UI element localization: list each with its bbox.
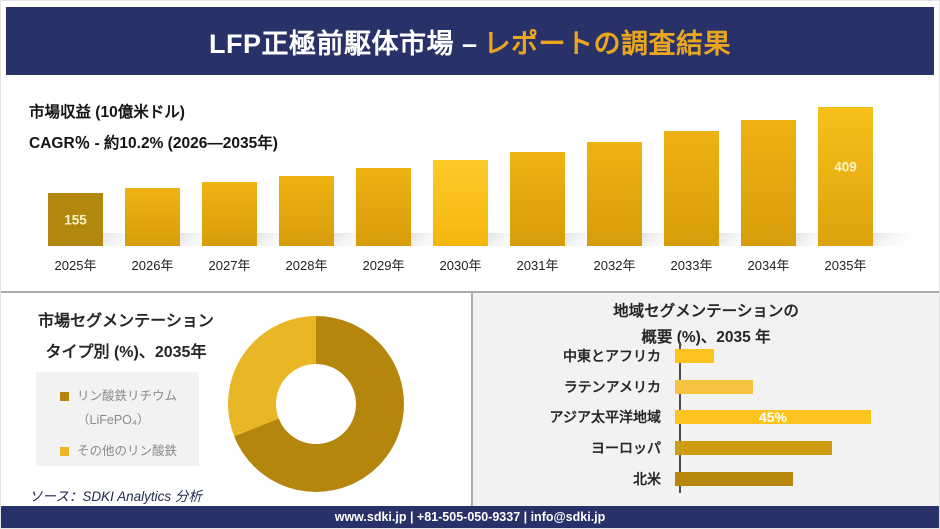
type-donut-chart bbox=[228, 316, 404, 492]
region-chart-title-line2: 概要 (%)、2035 年 bbox=[641, 329, 771, 346]
revenue-bar-column: 2033年 bbox=[653, 107, 730, 273]
legend-item: リン酸鉄リチウム （LiFePO₄） bbox=[60, 385, 193, 433]
region-row: 北米 bbox=[481, 463, 933, 494]
region-bar-track bbox=[675, 471, 933, 486]
title-banner: LFP正極前駆体市場 – レポートの調査結果 bbox=[6, 7, 934, 75]
region-chart-title: 地域セグメンテーションの 概要 (%)、2035 年 bbox=[473, 299, 939, 351]
legend-label: リン酸鉄リチウム （LiFePO₄） bbox=[77, 389, 178, 427]
legend-swatch bbox=[60, 446, 69, 456]
revenue-bar bbox=[433, 160, 488, 246]
revenue-bar bbox=[664, 131, 719, 246]
bar-year-label: 2031年 bbox=[516, 258, 559, 273]
vertical-divider bbox=[471, 291, 473, 506]
cagr-label: CAGR％ - 約10.2% (2026―2035年) bbox=[29, 135, 278, 152]
region-bar-track bbox=[675, 379, 933, 394]
bar-year-label: 2026年 bbox=[131, 258, 174, 273]
bar-year-label: 2030年 bbox=[439, 258, 482, 273]
revenue-bar-column: 2027年 bbox=[191, 107, 268, 273]
revenue-bar-column: 2034年 bbox=[730, 107, 807, 273]
type-chart-title: 市場セグメンテーション タイプ別 (%)、2035年 bbox=[19, 306, 233, 368]
region-bar bbox=[675, 471, 793, 486]
region-label: 中東とアフリカ bbox=[563, 348, 661, 365]
region-bar bbox=[675, 410, 871, 425]
revenue-bar-column: 409 2035年 bbox=[807, 107, 884, 273]
revenue-bar bbox=[510, 152, 565, 246]
bar-year-label: 2028年 bbox=[285, 258, 328, 273]
horizontal-divider bbox=[1, 291, 939, 293]
revenue-bar-column: 2030年 bbox=[422, 107, 499, 273]
page-title-accent: レポートの調査結果 bbox=[483, 28, 731, 59]
bar-year-label: 2034年 bbox=[747, 258, 790, 273]
revenue-bar: 409 bbox=[818, 107, 873, 246]
region-label: ヨーロッパ bbox=[591, 440, 661, 457]
region-bar-track bbox=[675, 441, 933, 456]
region-chart-title-line1: 地域セグメンテーションの bbox=[613, 303, 799, 320]
region-label: ラテンアメリカ bbox=[563, 378, 661, 395]
region-bar-track bbox=[675, 349, 933, 364]
revenue-bar bbox=[356, 168, 411, 246]
revenue-bar bbox=[741, 120, 796, 246]
revenue-bar-columns: 155 2025年 2026年 2027年 2028年 2029年 2030年 2031年 20… bbox=[37, 107, 884, 273]
region-row: ヨーロッパ bbox=[481, 433, 933, 464]
source-note: ソース：SDKI Analytics 分析 bbox=[29, 489, 202, 504]
revenue-bar-column: 2026年 bbox=[114, 107, 191, 273]
region-bar bbox=[675, 441, 832, 456]
revenue-bar bbox=[202, 182, 257, 246]
region-row: ラテンアメリカ bbox=[481, 372, 933, 403]
revenue-metric-label: 市場収益 (10億米ドル) bbox=[29, 104, 185, 121]
bar-year-label: 2029年 bbox=[362, 258, 405, 273]
contact-text: www.sdki.jp | +81-505-050-9337 | info@sd… bbox=[334, 510, 606, 524]
revenue-bar bbox=[587, 142, 642, 246]
type-chart-title-line1: 市場セグメンテーション bbox=[38, 313, 214, 330]
revenue-bar bbox=[125, 188, 180, 246]
region-label: 北米 bbox=[633, 470, 661, 487]
legend-label: その他のリン酸鉄 bbox=[77, 443, 178, 458]
region-bar-track: 45% bbox=[675, 409, 933, 426]
region-bar bbox=[675, 379, 753, 394]
region-chart: 中東とアフリカ ラテンアメリカアジア太平洋地域 45% ヨーロッパ北米 bbox=[481, 341, 933, 494]
revenue-bar-column: 2032年 bbox=[576, 107, 653, 273]
region-row: 中東とアフリカ bbox=[481, 341, 933, 372]
revenue-bar-column: 2031年 bbox=[499, 107, 576, 273]
region-row: アジア太平洋地域 45% bbox=[481, 402, 933, 433]
region-label: アジア太平洋地域 bbox=[549, 409, 661, 426]
region-chart-rows: 中東とアフリカ ラテンアメリカアジア太平洋地域 45% ヨーロッパ北米 bbox=[481, 341, 933, 494]
contact-bar: www.sdki.jp | +81-505-050-9337 | info@sd… bbox=[1, 506, 939, 528]
bar-year-label: 2027年 bbox=[208, 258, 251, 273]
region-value-label: 45% bbox=[758, 409, 788, 426]
revenue-bar-column: 155 2025年 bbox=[37, 107, 114, 273]
legend-swatch bbox=[60, 392, 69, 401]
revenue-bar-column: 2028年 bbox=[268, 107, 345, 273]
type-chart-title-line2: タイプ別 (%)、2035年 bbox=[45, 344, 207, 361]
bar-value-label: 409 bbox=[834, 159, 857, 175]
region-segmentation-panel bbox=[473, 293, 939, 506]
bar-year-label: 2032年 bbox=[593, 258, 636, 273]
revenue-bar: 155 bbox=[48, 193, 103, 246]
region-bar bbox=[675, 349, 714, 364]
bar-value-label: 155 bbox=[64, 212, 87, 227]
page-title-main: LFP正極前駆体市場 – bbox=[208, 28, 478, 59]
bar-year-label: 2033年 bbox=[670, 258, 713, 273]
type-legend: リン酸鉄リチウム （LiFePO₄） その他のリン酸鉄 bbox=[36, 372, 199, 466]
revenue-bar-column: 2029年 bbox=[345, 107, 422, 273]
bar-year-label: 2035年 bbox=[824, 258, 867, 273]
legend-item: その他のリン酸鉄 bbox=[60, 440, 193, 464]
bar-year-label: 2025年 bbox=[54, 258, 97, 273]
revenue-bar bbox=[279, 176, 334, 246]
